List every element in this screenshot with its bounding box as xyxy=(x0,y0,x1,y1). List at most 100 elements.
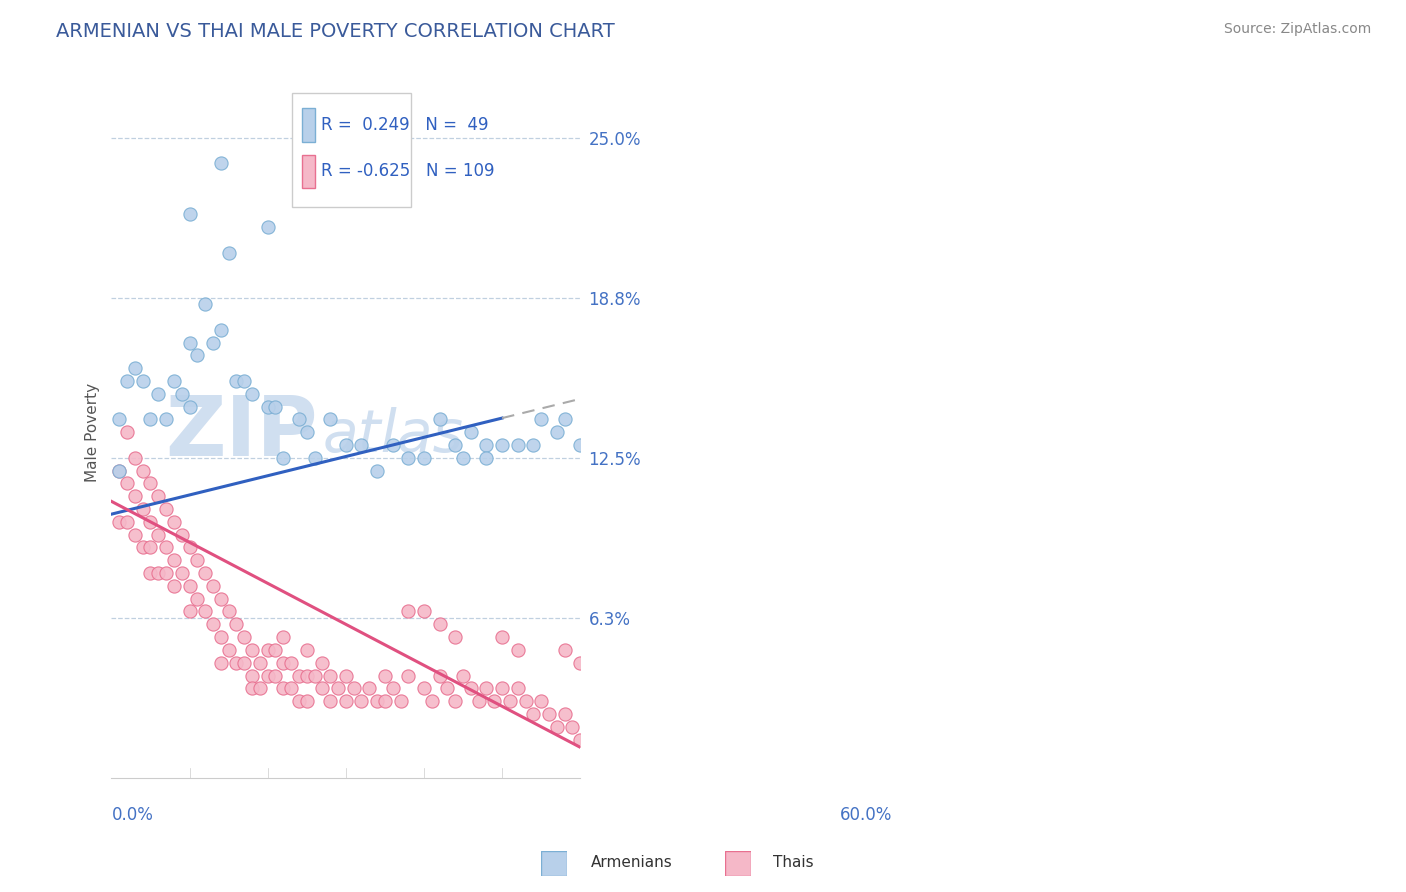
Point xyxy=(374,668,396,682)
Point xyxy=(522,438,544,452)
Point xyxy=(451,668,474,682)
Point xyxy=(115,425,138,440)
Point xyxy=(209,630,232,644)
Point xyxy=(436,681,458,696)
Point xyxy=(264,668,287,682)
Point xyxy=(179,579,201,593)
Point xyxy=(460,681,482,696)
Point xyxy=(366,464,388,478)
Text: R =  0.249   N =  49: R = 0.249 N = 49 xyxy=(321,116,488,134)
Point xyxy=(170,566,193,580)
Text: Thais: Thais xyxy=(773,855,814,870)
Point xyxy=(295,694,318,708)
Point xyxy=(444,694,467,708)
Point xyxy=(233,630,256,644)
Point xyxy=(256,643,278,657)
Point xyxy=(554,706,576,721)
Point xyxy=(304,450,326,465)
FancyBboxPatch shape xyxy=(292,94,412,208)
Point xyxy=(209,591,232,606)
Text: Source: ZipAtlas.com: Source: ZipAtlas.com xyxy=(1223,22,1371,37)
Point xyxy=(420,694,443,708)
Point xyxy=(194,605,217,619)
Point xyxy=(186,553,208,567)
Point xyxy=(569,656,592,670)
Point xyxy=(569,438,592,452)
Point xyxy=(179,541,201,555)
Point xyxy=(194,297,217,311)
Point xyxy=(288,694,311,708)
Point xyxy=(139,476,162,491)
Point xyxy=(179,335,201,350)
Point xyxy=(335,668,357,682)
Point xyxy=(131,502,153,516)
Point xyxy=(429,412,451,426)
Point xyxy=(475,438,498,452)
Point xyxy=(554,643,576,657)
Point xyxy=(148,386,170,401)
Point xyxy=(288,412,311,426)
Point xyxy=(115,476,138,491)
Point xyxy=(271,630,294,644)
Point xyxy=(209,656,232,670)
Point xyxy=(506,643,529,657)
Point xyxy=(359,681,381,696)
Text: 60.0%: 60.0% xyxy=(841,805,893,823)
Point xyxy=(484,694,506,708)
Point xyxy=(350,694,373,708)
Point xyxy=(396,668,419,682)
Point xyxy=(249,681,271,696)
Point xyxy=(163,579,186,593)
Point xyxy=(554,412,576,426)
Point xyxy=(506,438,529,452)
Point xyxy=(225,617,247,632)
Point xyxy=(148,489,170,503)
Point xyxy=(444,630,467,644)
Point xyxy=(240,386,263,401)
Point xyxy=(491,630,513,644)
Point xyxy=(515,694,537,708)
Point xyxy=(271,656,294,670)
Point xyxy=(335,694,357,708)
Point xyxy=(295,668,318,682)
Point xyxy=(170,527,193,541)
Point xyxy=(429,617,451,632)
Point xyxy=(240,643,263,657)
FancyBboxPatch shape xyxy=(302,109,315,142)
Text: ARMENIAN VS THAI MALE POVERTY CORRELATION CHART: ARMENIAN VS THAI MALE POVERTY CORRELATIO… xyxy=(56,22,614,41)
Point xyxy=(124,450,146,465)
Point xyxy=(319,694,342,708)
Point xyxy=(304,668,326,682)
Point xyxy=(381,438,404,452)
Point xyxy=(319,412,342,426)
Point xyxy=(124,361,146,376)
Point xyxy=(271,681,294,696)
Point xyxy=(108,412,131,426)
Point xyxy=(218,245,240,260)
Point xyxy=(343,681,366,696)
Point xyxy=(218,643,240,657)
Point xyxy=(546,720,568,734)
Point xyxy=(209,323,232,337)
Point xyxy=(155,412,177,426)
Point xyxy=(155,541,177,555)
Point xyxy=(522,706,544,721)
Point xyxy=(429,668,451,682)
Point xyxy=(335,438,357,452)
Point xyxy=(186,348,208,362)
Point xyxy=(319,668,342,682)
Point xyxy=(163,553,186,567)
Point xyxy=(108,464,131,478)
Point xyxy=(249,656,271,670)
Point xyxy=(396,450,419,465)
Point xyxy=(295,425,318,440)
Point xyxy=(179,605,201,619)
Point xyxy=(264,643,287,657)
Point xyxy=(444,438,467,452)
Point xyxy=(108,464,131,478)
Point xyxy=(201,579,224,593)
Point xyxy=(170,386,193,401)
Text: atlas: atlas xyxy=(322,407,464,464)
Point xyxy=(179,400,201,414)
Point xyxy=(264,400,287,414)
